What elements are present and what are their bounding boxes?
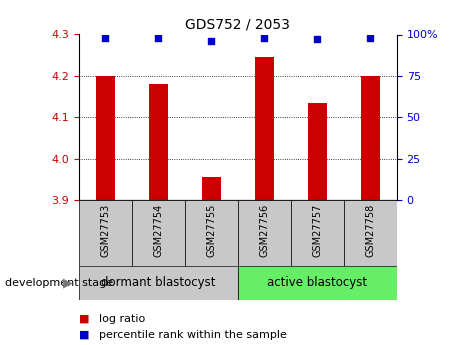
Point xyxy=(367,35,374,41)
Bar xyxy=(132,200,185,266)
Bar xyxy=(79,200,132,266)
Text: GSM27754: GSM27754 xyxy=(153,203,163,257)
Bar xyxy=(238,200,291,266)
Bar xyxy=(149,84,168,200)
Point xyxy=(102,35,109,41)
Text: ▶: ▶ xyxy=(63,276,73,289)
Bar xyxy=(361,76,380,200)
Bar xyxy=(202,177,221,200)
Text: active blastocyst: active blastocyst xyxy=(267,276,368,289)
Bar xyxy=(344,200,397,266)
Title: GDS752 / 2053: GDS752 / 2053 xyxy=(185,18,290,32)
Bar xyxy=(308,103,327,200)
Point xyxy=(314,37,321,42)
Text: GSM27756: GSM27756 xyxy=(259,203,269,257)
Text: dormant blastocyst: dormant blastocyst xyxy=(101,276,216,289)
Bar xyxy=(291,200,344,266)
Bar xyxy=(79,266,238,300)
Text: ■: ■ xyxy=(79,314,89,324)
Text: GSM27757: GSM27757 xyxy=(313,203,322,257)
Text: ■: ■ xyxy=(79,330,89,339)
Bar xyxy=(96,76,115,200)
Point xyxy=(208,38,215,44)
Bar xyxy=(185,200,238,266)
Bar xyxy=(238,266,397,300)
Text: GSM27753: GSM27753 xyxy=(101,203,110,257)
Bar xyxy=(255,57,274,200)
Text: development stage: development stage xyxy=(5,278,113,288)
Text: GSM27755: GSM27755 xyxy=(207,203,216,257)
Text: GSM27758: GSM27758 xyxy=(365,203,375,257)
Point xyxy=(155,35,162,41)
Point xyxy=(261,35,268,41)
Text: percentile rank within the sample: percentile rank within the sample xyxy=(99,330,287,339)
Text: log ratio: log ratio xyxy=(99,314,146,324)
